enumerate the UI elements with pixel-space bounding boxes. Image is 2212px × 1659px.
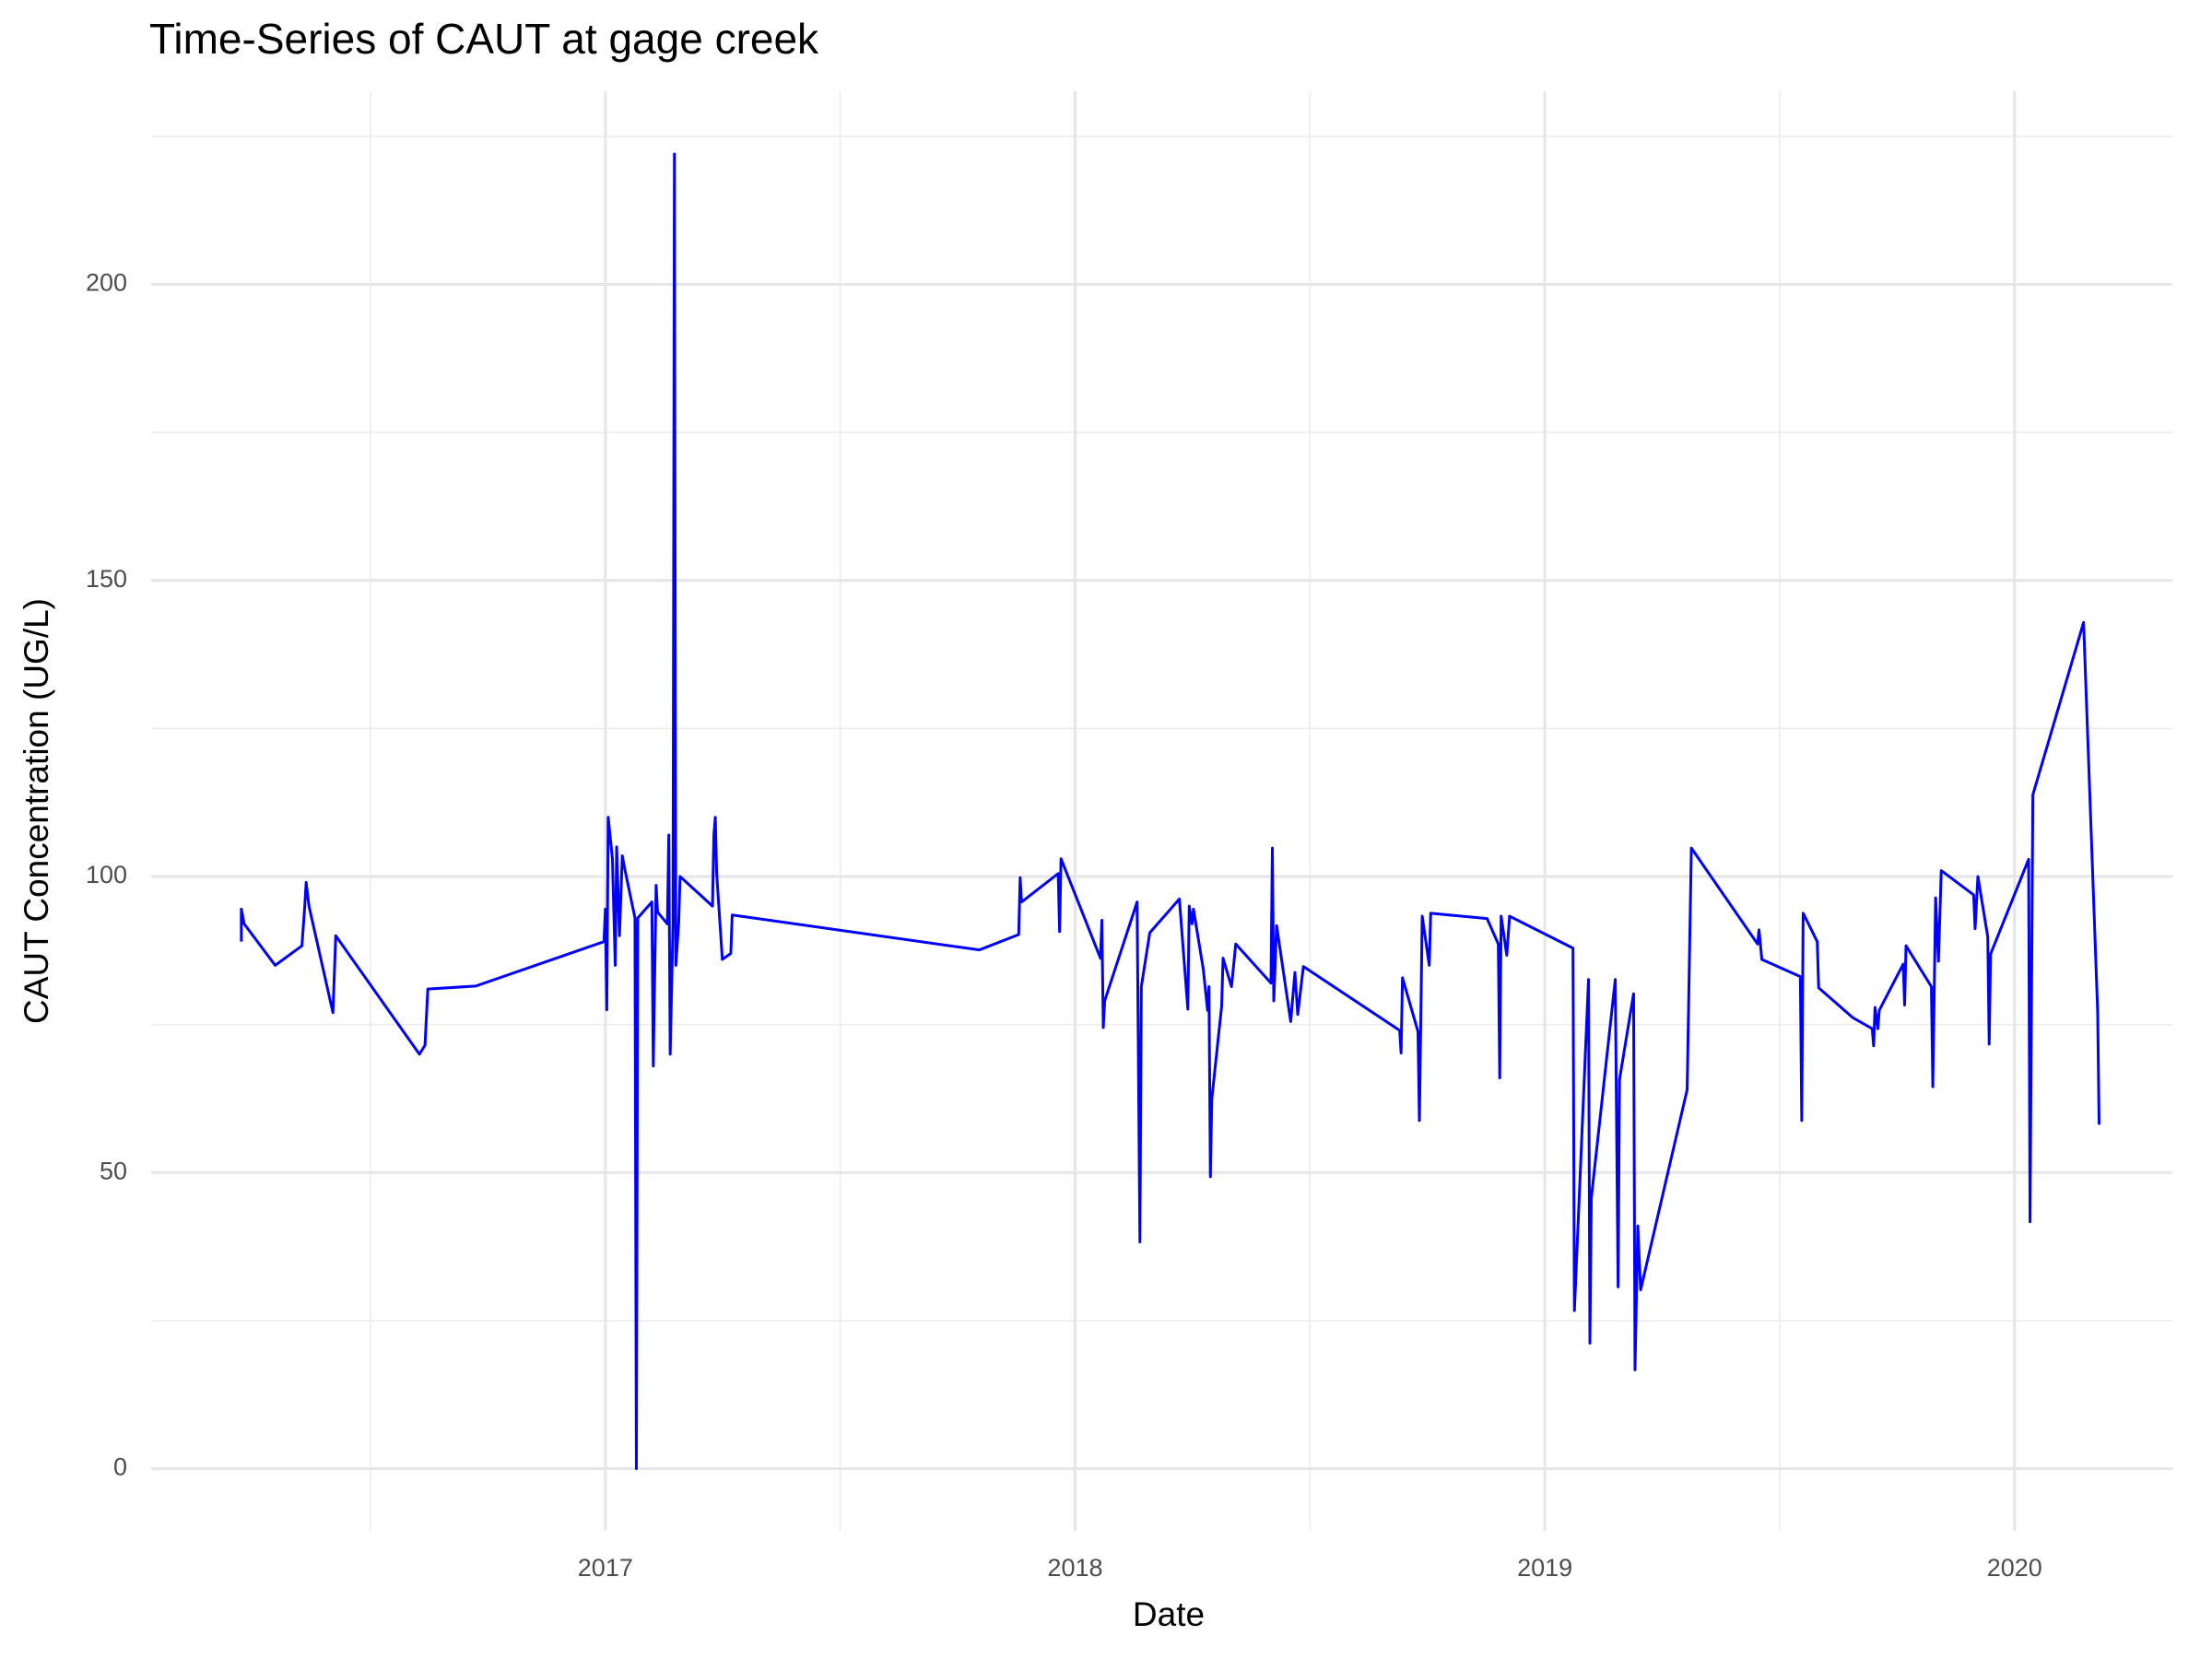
y-tick-label: 200 <box>86 269 127 297</box>
data-line <box>240 152 2100 1471</box>
x-tick-label: 2020 <box>1987 1554 2042 1582</box>
y-tick-label: 150 <box>86 565 127 593</box>
grid <box>151 91 2172 1531</box>
x-tick-label: 2018 <box>1047 1554 1102 1582</box>
y-tick-label: 50 <box>100 1157 127 1184</box>
y-tick-label: 100 <box>86 861 127 888</box>
x-tick-label: 2017 <box>578 1554 633 1582</box>
chart-title: Time-Series of CAUT at gage creek <box>149 15 819 63</box>
x-tick-label: 2019 <box>1517 1554 1572 1582</box>
y-axis-title: CAUT Concentration (UG/L) <box>18 598 55 1024</box>
x-axis-title: Date <box>1133 1595 1205 1633</box>
y-tick-label: 0 <box>113 1453 127 1481</box>
